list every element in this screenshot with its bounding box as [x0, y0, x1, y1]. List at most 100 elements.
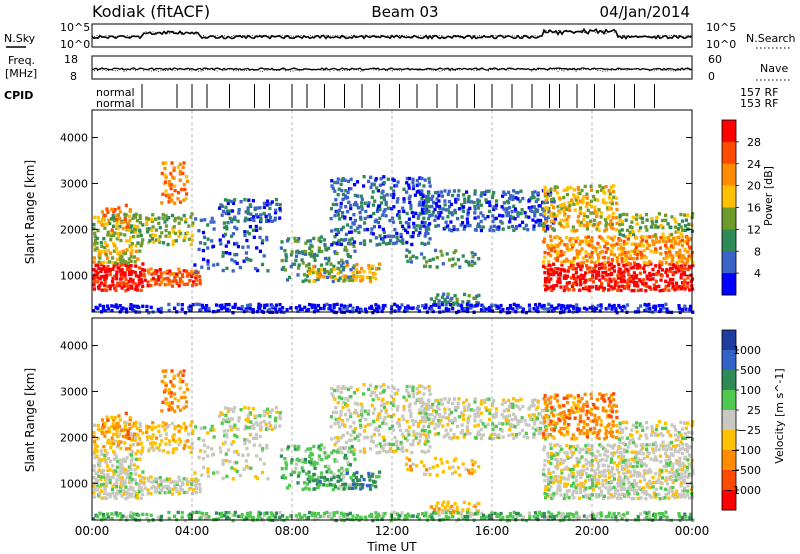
- power-cell: [140, 280, 144, 284]
- noise-search-label: N.Search: [746, 32, 796, 45]
- velocity-cell: [296, 474, 301, 478]
- power-cell: [598, 278, 602, 282]
- velocity-cell: [551, 434, 555, 439]
- power-cell: [568, 203, 572, 208]
- power-cell: [585, 227, 589, 231]
- cpid-row2-start: normal: [96, 97, 135, 110]
- velocity-cell: [543, 394, 547, 398]
- power-cell: [421, 200, 426, 205]
- velocity-cell: [468, 414, 472, 419]
- velocity-cell: [115, 485, 119, 489]
- velocity-cell: [558, 444, 562, 449]
- power-cell: [390, 216, 395, 220]
- power-cell: [466, 208, 470, 212]
- power-cell: [630, 226, 634, 230]
- power-cell: [166, 276, 170, 280]
- velocity-cell: [138, 457, 142, 461]
- velocity-cell: [104, 484, 108, 488]
- power-cell: [661, 239, 665, 243]
- velocity-cell: [337, 447, 341, 451]
- power-cell: [598, 309, 602, 313]
- velocity-cell: [435, 412, 439, 416]
- power-cell: [258, 226, 262, 231]
- power-cell: [547, 215, 551, 219]
- power-cell: [607, 214, 611, 218]
- power-cell: [405, 211, 409, 216]
- velocity-cell: [509, 424, 513, 428]
- velocity-cell: [317, 457, 321, 461]
- power-cell: [428, 214, 432, 218]
- power-cell: [670, 259, 674, 263]
- velocity-cell: [337, 486, 341, 491]
- velocity-cell: [100, 431, 104, 435]
- velocity-cell: [316, 485, 320, 490]
- velocity-cell: [620, 464, 624, 469]
- velocity-cell: [454, 408, 458, 412]
- velocity-cell: [412, 429, 416, 434]
- power-cell: [612, 253, 617, 257]
- power-cell: [473, 211, 477, 215]
- velocity-cell: [620, 467, 624, 472]
- velocity-cell: [233, 425, 237, 430]
- velocity-cell: [675, 459, 679, 463]
- power-cell: [262, 211, 266, 216]
- power-cell: [313, 303, 317, 308]
- power-cell: [263, 303, 267, 308]
- velocity-cell: [559, 475, 563, 480]
- velocity-cell: [414, 419, 418, 423]
- power-cell: [545, 277, 549, 281]
- velocity-cell: [433, 426, 437, 430]
- velocity-cell: [137, 486, 141, 490]
- velocity-cell: [639, 496, 643, 500]
- velocity-cell: [542, 422, 546, 426]
- power-cell: [612, 195, 616, 199]
- velocity-cell: [438, 422, 442, 426]
- velocity-cell: [450, 472, 454, 476]
- power-cell: [98, 252, 102, 256]
- power-cell: [636, 284, 640, 288]
- power-cell: [402, 209, 406, 214]
- power-cell: [381, 306, 385, 310]
- velocity-cell: [280, 448, 284, 452]
- power-cell: [457, 207, 461, 211]
- power-cell: [94, 263, 98, 268]
- velocity-cell: [428, 466, 432, 471]
- power-cell: [212, 227, 216, 231]
- power-cell: [401, 241, 405, 245]
- velocity-cell: [228, 424, 232, 429]
- velocity-cell: [408, 402, 412, 406]
- power-cell: [154, 228, 158, 232]
- power-cell: [191, 224, 195, 228]
- power-cell: [93, 238, 97, 242]
- velocity-cell: [121, 457, 126, 461]
- velocity-cell: [399, 440, 403, 445]
- velocity-cell: [584, 486, 588, 490]
- velocity-cell: [466, 421, 470, 425]
- power-cell: [675, 251, 679, 255]
- power-cell: [638, 266, 642, 270]
- power-cell: [411, 234, 415, 239]
- power-cell: [446, 208, 450, 212]
- power-cell: [424, 305, 428, 310]
- velocity-cell: [360, 409, 364, 413]
- power-cell: [374, 177, 378, 181]
- velocity-cell: [154, 436, 158, 440]
- power-cell: [160, 231, 164, 235]
- power-cell: [544, 198, 548, 203]
- power-cell: [125, 282, 129, 286]
- velocity-cell: [297, 445, 301, 449]
- power-cell: [348, 303, 352, 308]
- power-cell: [560, 260, 564, 265]
- power-cell: [598, 262, 602, 267]
- power-cell: [475, 294, 479, 298]
- velocity-cell: [441, 424, 445, 428]
- velocity-cell: [473, 419, 477, 423]
- velocity-cell: [367, 387, 371, 392]
- power-cell: [257, 302, 261, 306]
- velocity-cell: [194, 490, 198, 495]
- velocity-cell: [450, 437, 454, 441]
- power-cell: [598, 251, 602, 255]
- power-cell: [473, 205, 477, 209]
- power-cell: [178, 172, 182, 176]
- power-cell: [115, 217, 119, 222]
